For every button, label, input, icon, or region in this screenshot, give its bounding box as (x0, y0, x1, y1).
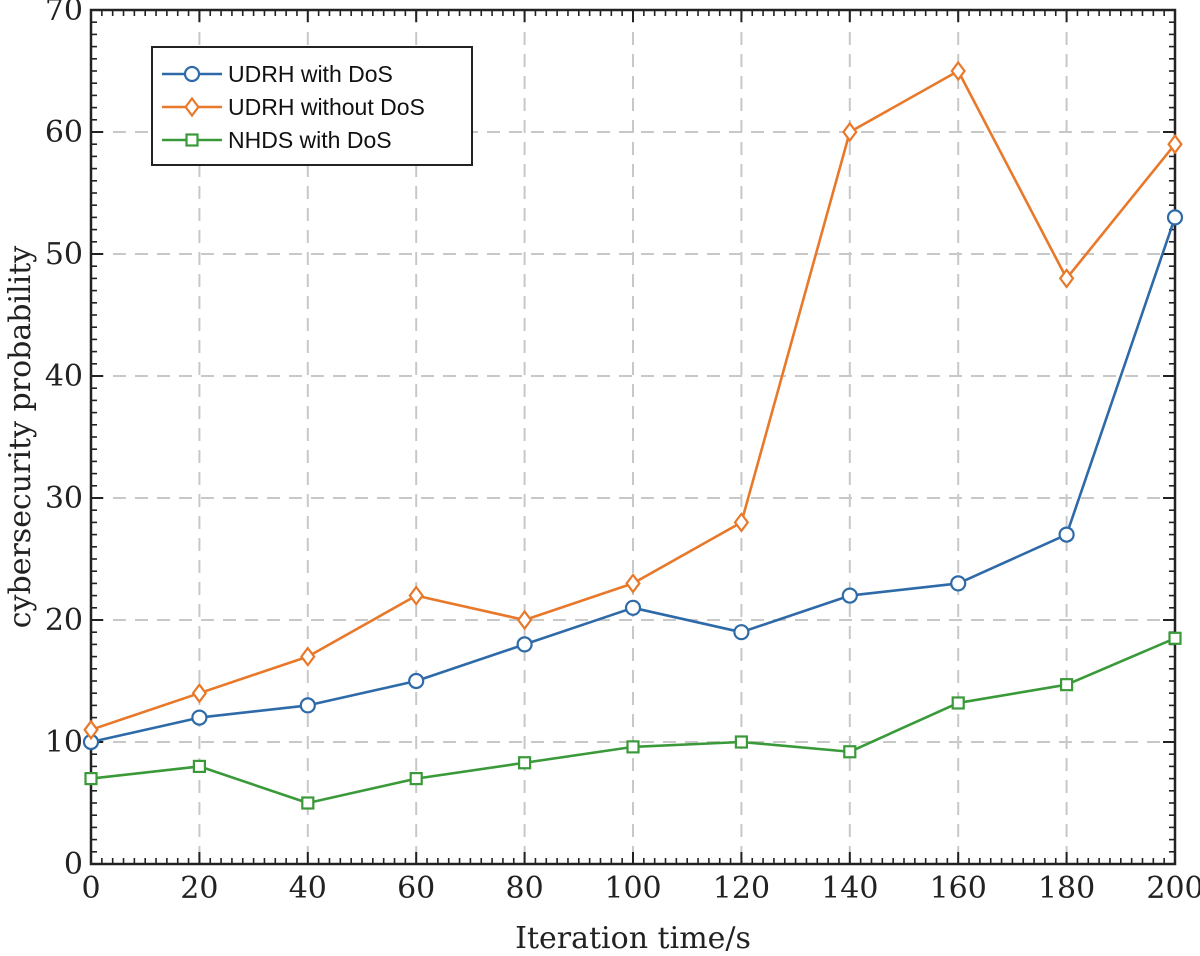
series-nhds-with-dos (84, 631, 1182, 810)
data-point (950, 60, 966, 82)
x-tick-label: 40 (289, 871, 327, 906)
y-tick-label: 20 (45, 603, 83, 638)
data-point (408, 585, 424, 606)
legend-label: NHDS with DoS (228, 127, 392, 153)
data-point (624, 599, 642, 616)
legend-marker (185, 133, 199, 147)
legend-entries: UDRH with DoS UDRH without DoS NHDS with D… (162, 61, 425, 153)
data-point (626, 740, 640, 754)
data-point (301, 796, 315, 810)
x-tick-label: 100 (604, 871, 661, 906)
legend-entry: UDRH without DoS (162, 94, 425, 120)
data-point (951, 696, 965, 710)
data-point (83, 719, 99, 741)
data-point (408, 672, 425, 690)
x-tick-labels: 0 20 40 60 80 100 120 140 160 180 200 (81, 871, 1200, 906)
y-tick-label: 40 (45, 359, 83, 394)
data-point (517, 756, 532, 770)
x-axis-label: Iteration time/s (515, 921, 751, 956)
data-point (950, 575, 967, 592)
legend-entry: NHDS with DoS (162, 127, 392, 153)
data-point (516, 636, 533, 653)
data-point (191, 682, 208, 704)
x-tick-label: 20 (180, 871, 218, 906)
y-tick-label: 50 (45, 237, 83, 272)
x-tick-label: 140 (821, 871, 878, 906)
data-point (409, 771, 423, 786)
x-tick-label: 0 (81, 871, 100, 906)
series-udrh-without-dos (83, 60, 1183, 741)
x-tick-label: 180 (1038, 871, 1095, 906)
series-udrh-with-dos (82, 209, 1184, 751)
y-tick-label: 30 (45, 481, 83, 516)
data-point (842, 121, 858, 143)
legend: UDRH with DoS UDRH without DoS NHDS with D… (151, 46, 473, 166)
y-tick-label: 60 (45, 115, 83, 150)
legend-marker (184, 96, 200, 118)
minor-ticks (90, 9, 1176, 865)
data-point (516, 609, 533, 631)
x-tick-label: 120 (713, 871, 770, 906)
legend-label: UDRH without DoS (228, 94, 425, 120)
y-tick-label: 10 (45, 725, 83, 760)
data-point (734, 735, 749, 749)
data-point (733, 512, 750, 533)
y-axis-label: cybersecurity probability (3, 246, 38, 629)
y-tick-label: 70 (45, 0, 83, 28)
data-point (192, 759, 206, 774)
series-layer (82, 60, 1184, 810)
data-point (733, 624, 750, 641)
data-point (1168, 631, 1182, 645)
y-tick-label: 0 (64, 847, 83, 882)
data-point (1167, 133, 1183, 155)
data-point (1166, 209, 1184, 226)
legend-label: UDRH with DoS (228, 61, 393, 87)
data-point (1059, 678, 1074, 692)
data-point (625, 573, 641, 594)
major-ticks (90, 9, 1176, 865)
x-tick-label: 160 (930, 871, 987, 906)
x-tick-label: 60 (397, 871, 435, 906)
data-point (1058, 268, 1075, 289)
data-point (841, 587, 858, 604)
x-tick-label: 200 (1146, 871, 1200, 906)
data-point (1058, 526, 1075, 543)
legend-entry: UDRH with DoS (162, 61, 393, 87)
y-tick-labels: 0 10 20 30 40 50 60 70 (45, 0, 83, 882)
legend-marker (183, 65, 201, 83)
data-point (84, 771, 98, 786)
data-point (191, 709, 208, 726)
data-point (843, 745, 857, 759)
x-tick-label: 80 (506, 871, 544, 906)
data-point (300, 646, 316, 667)
data-point (299, 697, 316, 714)
